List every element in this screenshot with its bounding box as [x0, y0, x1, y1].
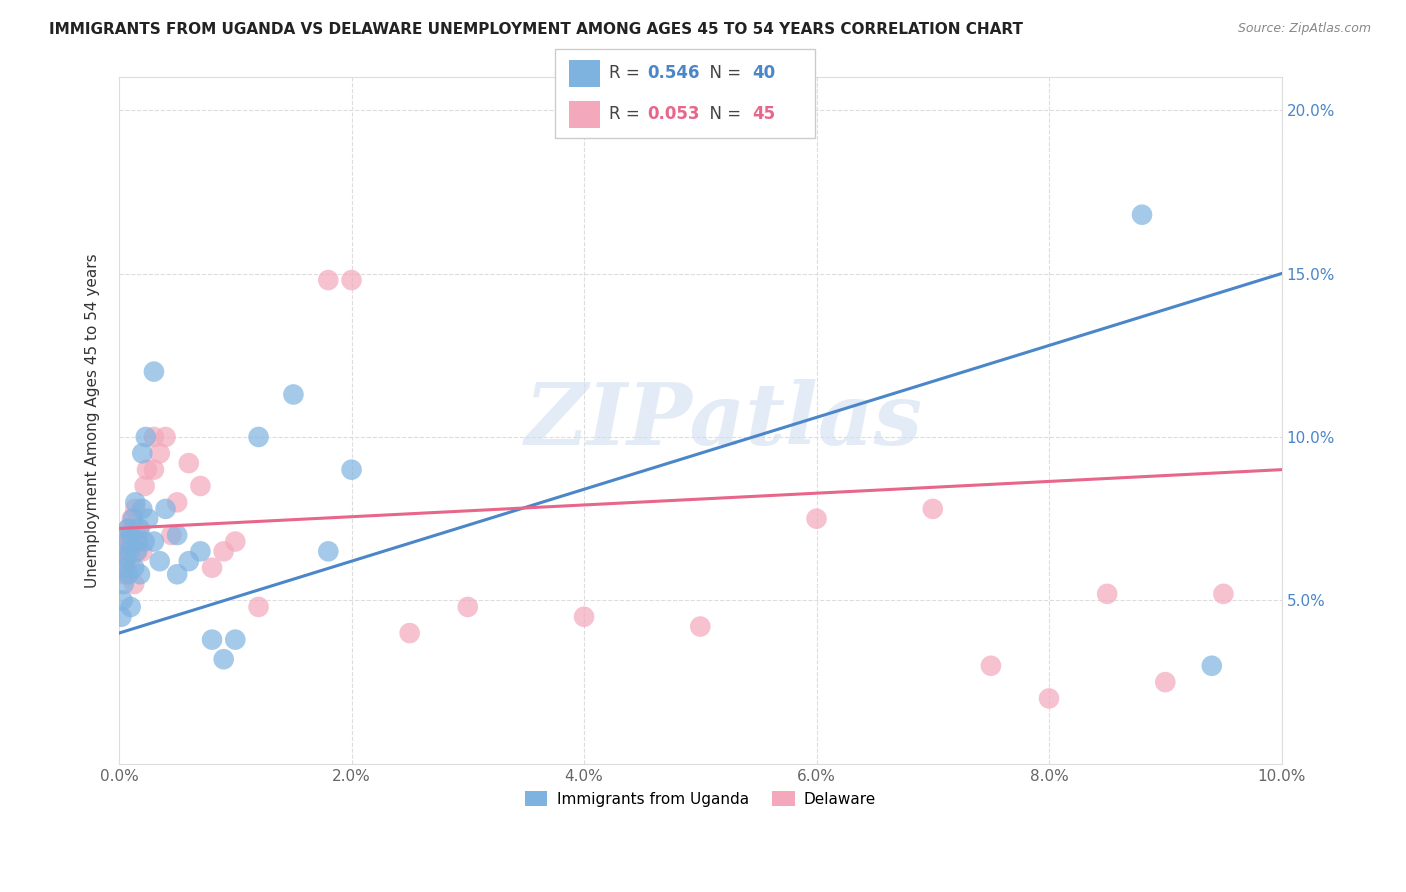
Point	[115, 550, 138, 565]
Point	[131, 501, 153, 516]
Point	[572, 609, 595, 624]
Point	[112, 577, 135, 591]
Point	[1201, 658, 1223, 673]
Point	[166, 495, 188, 509]
Point	[190, 544, 212, 558]
Point	[114, 528, 136, 542]
Point	[247, 599, 270, 614]
Text: N =: N =	[699, 64, 747, 82]
Point	[112, 567, 135, 582]
Point	[142, 534, 165, 549]
Point	[166, 567, 188, 582]
Point	[316, 544, 339, 558]
Point	[110, 560, 132, 574]
Point	[689, 619, 711, 633]
Point	[806, 511, 828, 525]
Point	[1038, 691, 1060, 706]
Point	[142, 430, 165, 444]
Point	[114, 560, 136, 574]
Y-axis label: Unemployment Among Ages 45 to 54 years: Unemployment Among Ages 45 to 54 years	[86, 253, 100, 588]
Point	[155, 501, 177, 516]
Point	[125, 528, 148, 542]
Point	[108, 544, 131, 558]
Point	[122, 560, 145, 574]
Point	[149, 554, 172, 568]
Point	[110, 609, 132, 624]
Point	[247, 430, 270, 444]
Text: 0.546: 0.546	[647, 64, 699, 82]
Point	[136, 511, 159, 525]
Point	[111, 534, 134, 549]
Point	[340, 463, 363, 477]
Point	[155, 430, 177, 444]
Point	[117, 521, 139, 535]
Point	[224, 632, 246, 647]
Point	[283, 387, 305, 401]
Point	[128, 521, 150, 535]
Point	[129, 521, 152, 535]
Point	[177, 456, 200, 470]
Text: R =: R =	[609, 64, 645, 82]
Point	[115, 534, 138, 549]
Point	[224, 534, 246, 549]
Point	[177, 554, 200, 568]
Point	[201, 632, 224, 647]
Point	[117, 521, 139, 535]
Point	[201, 560, 224, 574]
Point	[190, 479, 212, 493]
Point	[122, 577, 145, 591]
Point	[1212, 587, 1234, 601]
Point	[980, 658, 1002, 673]
Point	[120, 528, 142, 542]
Point	[127, 544, 149, 558]
Text: ZIPatlas: ZIPatlas	[524, 379, 922, 462]
Point	[125, 544, 148, 558]
Text: N =: N =	[699, 105, 747, 123]
Point	[398, 626, 420, 640]
Point	[111, 593, 134, 607]
Point	[131, 544, 153, 558]
Point	[160, 528, 183, 542]
Point	[115, 554, 138, 568]
Point	[457, 599, 479, 614]
Text: R =: R =	[609, 105, 645, 123]
Point	[121, 511, 143, 525]
Point	[1095, 587, 1118, 601]
Point	[122, 511, 145, 525]
Point	[120, 550, 142, 565]
Legend: Immigrants from Uganda, Delaware: Immigrants from Uganda, Delaware	[517, 784, 883, 814]
Point	[149, 446, 172, 460]
Text: Source: ZipAtlas.com: Source: ZipAtlas.com	[1237, 22, 1371, 36]
Point	[127, 534, 149, 549]
Text: 40: 40	[752, 64, 775, 82]
Point	[118, 534, 141, 549]
Point	[1154, 675, 1177, 690]
Point	[136, 463, 159, 477]
Point	[118, 544, 141, 558]
Point	[166, 528, 188, 542]
Point	[120, 599, 142, 614]
Point	[131, 446, 153, 460]
Point	[129, 567, 152, 582]
Point	[921, 501, 943, 516]
Point	[1130, 208, 1153, 222]
Text: IMMIGRANTS FROM UGANDA VS DELAWARE UNEMPLOYMENT AMONG AGES 45 TO 54 YEARS CORREL: IMMIGRANTS FROM UGANDA VS DELAWARE UNEMP…	[49, 22, 1024, 37]
Point	[117, 567, 139, 582]
Point	[142, 463, 165, 477]
Point	[134, 479, 156, 493]
Text: 45: 45	[752, 105, 775, 123]
Point	[316, 273, 339, 287]
Point	[122, 534, 145, 549]
Point	[115, 544, 138, 558]
Point	[124, 495, 146, 509]
Text: 0.053: 0.053	[647, 105, 699, 123]
Point	[124, 501, 146, 516]
Point	[142, 365, 165, 379]
Point	[134, 534, 156, 549]
Point	[135, 430, 157, 444]
Point	[340, 273, 363, 287]
Point	[212, 652, 235, 666]
Point	[212, 544, 235, 558]
